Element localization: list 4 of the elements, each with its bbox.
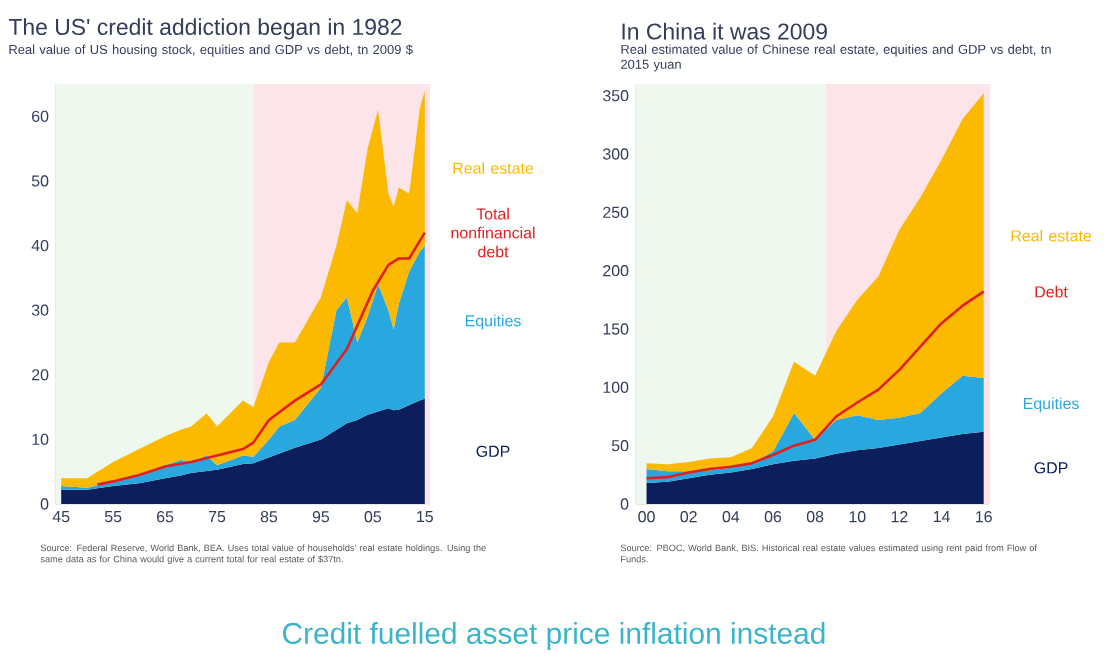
chart-title: In China it was 2009 [622,22,827,40]
text: Credit fuelled asset price inflation instead [283,622,825,650]
line-series [96,231,427,486]
chart-title: The US' credit addiction began in 1982 [8,18,402,40]
